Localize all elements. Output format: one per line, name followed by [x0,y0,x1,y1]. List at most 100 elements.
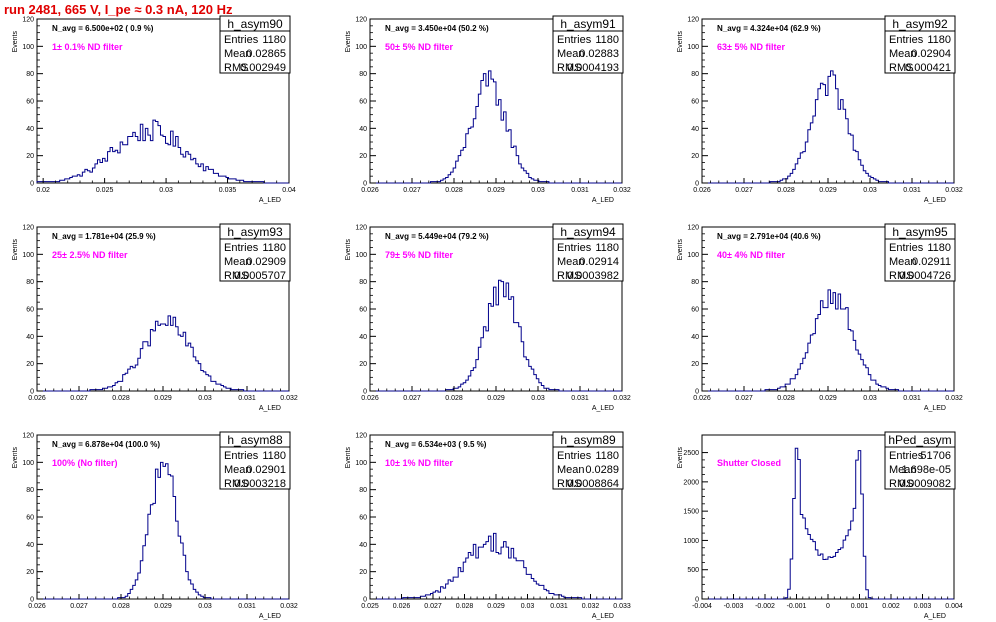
x-tick-label: -0.004 [692,603,712,610]
y-tick-label: 100 [687,44,699,51]
x-tick-label: 0.032 [280,395,298,402]
stats-box [884,431,956,490]
y-tick-label: 100 [687,252,699,259]
n-avg-annotation: N_avg = 6.500e+02 ( 0.9 %) [52,24,154,33]
stats-entries-label: Entries [557,34,592,46]
stats-entries-label: Entries [557,242,592,254]
stats-rms-label: RMS [224,270,248,282]
x-tick-label: 0.031 [903,187,921,194]
x-tick-label: -0.002 [755,603,775,610]
y-tick-label: 100 [355,252,367,259]
x-tick-label: -0.001 [787,603,807,610]
y-tick-label: 40 [691,126,699,133]
x-tick-label: 0.002 [882,603,900,610]
stats-entries-value: 1180 [927,242,951,254]
x-tick-label: 0.001 [851,603,869,610]
x-tick-label: 0.02 [36,187,50,194]
x-tick-label: 0.03 [863,395,877,402]
n-avg-annotation: N_avg = 1.781e+04 (25.9 %) [52,232,156,241]
x-tick-label: 0.03 [863,187,877,194]
y-tick-label: 80 [359,487,367,494]
stats-box [552,223,624,282]
y-tick-label: 500 [687,567,699,574]
y-tick-label: 40 [26,334,34,341]
y-tick-label: 100 [355,44,367,51]
y-tick-label: 0 [695,597,699,604]
stats-rms-value: 0.0004193 [567,62,619,74]
histogram-panel-h_asym94: 0.026 0.027 0.028 0.029 0.03 0.031 0.032 0 20 40 6… [345,223,631,412]
stats-mean-label: Mean [557,464,585,476]
n-avg-annotation: N_avg = 2.791e+04 (40.6 %) [717,232,821,241]
y-tick-label: 40 [691,334,699,341]
filter-label: 10± 1% ND filter [385,458,453,468]
histogram-panel-h_asym91: 0.026 0.027 0.028 0.029 0.03 0.031 0.032 0 20 40 6… [345,15,631,204]
y-tick-label: 80 [26,71,34,78]
n-avg-annotation: N_avg = 4.324e+04 (62.9 %) [717,24,821,33]
stats-rms-label: RMS [557,270,581,282]
stats-entries-label: Entries [889,450,924,462]
filter-label: 79± 5% ND filter [385,250,453,260]
stats-mean-label: Mean [557,48,585,60]
stats-rms-value: 0.0003218 [234,478,286,490]
x-tick-label: 0.04 [282,187,296,194]
y-axis-title: Events [345,447,352,469]
histogram-name: h_asym88 [227,433,283,447]
histogram-panel-hPed_asym: -0.004 -0.003 -0.002 -0.001 0 0.001 0.002 0.003… [677,431,963,620]
y-tick-label: 120 [687,225,699,232]
x-tick-label: -0.003 [724,603,744,610]
x-axis-title: A_LED [924,405,946,412]
x-tick-label: 0 [826,603,830,610]
stats-rms-label: RMS [557,62,581,74]
stats-rms-value: 0.0009082 [899,478,951,490]
y-axis-title: Events [345,239,352,261]
x-tick-label: 0.029 [819,395,837,402]
stats-rms-value: 0.0004726 [899,270,951,282]
stats-box [884,223,956,282]
stats-box [219,431,291,490]
x-tick-label: 0.031 [238,395,256,402]
y-tick-label: 60 [26,307,34,314]
stats-entries-value: 1180 [262,34,286,46]
stats-entries-label: Entries [224,450,259,462]
y-tick-label: 80 [26,279,34,286]
y-tick-label: 20 [26,153,34,160]
y-tick-label: 20 [691,153,699,160]
y-tick-label: 120 [355,17,367,24]
stats-mean-label: Mean [224,48,252,60]
x-tick-label: 0.027 [735,395,753,402]
n-avg-annotation: N_avg = 5.449e+04 (79.2 %) [385,232,489,241]
x-tick-label: 0.029 [487,603,505,610]
x-tick-label: 0.031 [571,395,589,402]
page-title: run 2481, 665 V, I_pe ≈ 0.3 nA, 120 Hz [4,2,233,17]
y-tick-label: 2000 [683,479,699,486]
y-tick-label: 80 [359,279,367,286]
x-tick-label: 0.026 [28,603,46,610]
stats-mean-value: 0.02901 [246,464,286,476]
x-tick-label: 0.031 [238,603,256,610]
stats-mean-value: 0.02914 [579,256,619,268]
filter-label: 63± 5% ND filter [717,42,785,52]
x-tick-label: 0.031 [903,395,921,402]
y-tick-label: 60 [359,515,367,522]
x-tick-label: 0.028 [112,395,130,402]
stats-entries-value: 1180 [262,450,286,462]
x-tick-label: 0.029 [819,187,837,194]
x-tick-label: 0.027 [70,603,88,610]
y-tick-label: 120 [687,17,699,24]
histogram-line [702,447,954,600]
stats-mean-value: 0.02911 [912,256,951,268]
x-tick-label: 0.029 [154,603,172,610]
histogram-line [702,289,954,392]
filter-label: 25± 2.5% ND filter [52,250,128,260]
x-tick-label: 0.027 [735,187,753,194]
stats-rms-value: 0.000421 [905,62,951,74]
y-tick-label: 100 [22,44,34,51]
x-tick-label: 0.027 [424,603,442,610]
x-tick-label: 0.03 [531,395,545,402]
x-tick-label: 0.025 [361,603,379,610]
y-tick-label: 60 [26,99,34,106]
x-tick-label: 0.003 [914,603,932,610]
y-tick-label: 2500 [683,450,699,457]
stats-rms-label: RMS [224,478,248,490]
